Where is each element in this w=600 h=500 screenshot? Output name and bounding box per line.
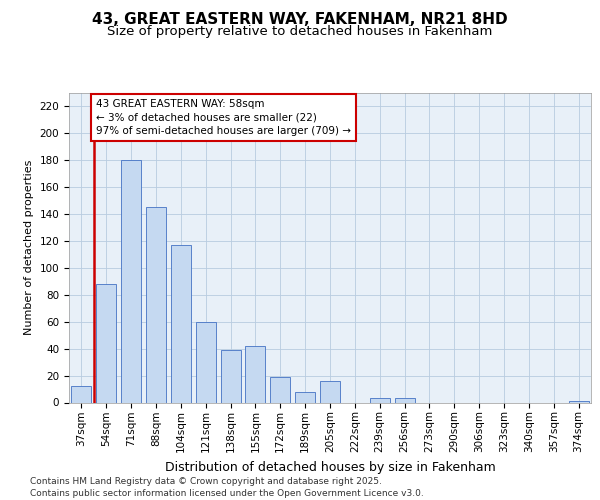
X-axis label: Distribution of detached houses by size in Fakenham: Distribution of detached houses by size … (164, 460, 496, 473)
Bar (196, 322, 215, 402)
Bar (146, 207, 166, 402)
Bar (245, 346, 265, 403)
Bar (569, 401, 589, 402)
Text: 43, GREAT EASTERN WAY, FAKENHAM, NR21 8HD: 43, GREAT EASTERN WAY, FAKENHAM, NR21 8H… (92, 12, 508, 28)
Text: Contains HM Land Registry data © Crown copyright and database right 2025.
Contai: Contains HM Land Registry data © Crown c… (30, 476, 424, 498)
Y-axis label: Number of detached properties: Number of detached properties (24, 160, 34, 335)
Bar (370, 398, 389, 402)
Bar (171, 245, 191, 402)
Text: 43 GREAT EASTERN WAY: 58sqm
← 3% of detached houses are smaller (22)
97% of semi: 43 GREAT EASTERN WAY: 58sqm ← 3% of deta… (96, 99, 351, 136)
Bar (121, 160, 141, 402)
Bar (395, 398, 415, 402)
Bar (320, 381, 340, 402)
Bar (71, 386, 91, 402)
Text: Size of property relative to detached houses in Fakenham: Size of property relative to detached ho… (107, 25, 493, 38)
Bar (271, 377, 290, 402)
Bar (295, 392, 315, 402)
Bar (221, 350, 241, 403)
Bar (97, 284, 116, 403)
